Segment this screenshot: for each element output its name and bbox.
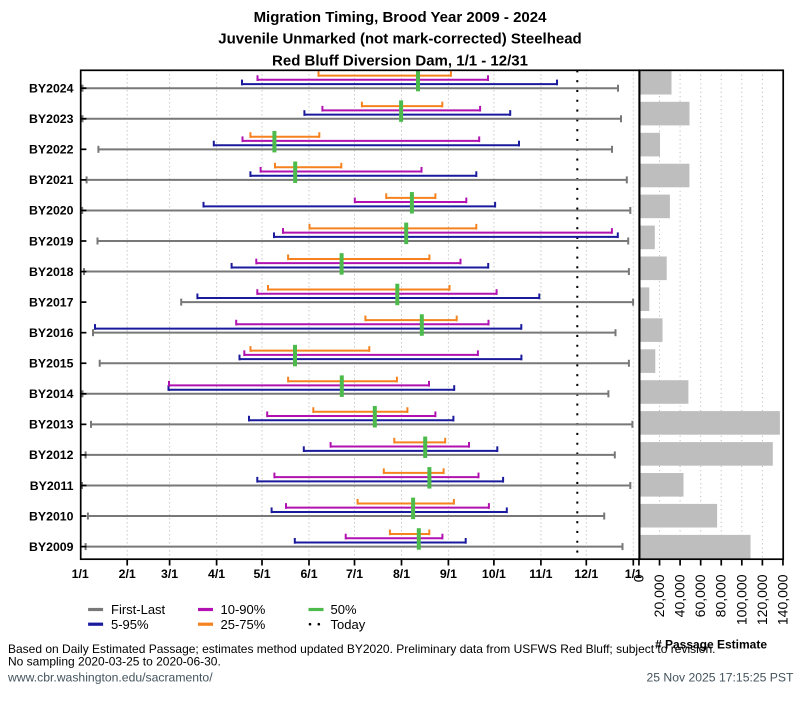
- svg-text:BY2017: BY2017: [29, 295, 74, 309]
- svg-text:Today: Today: [331, 617, 366, 632]
- svg-text:www.cbr.washington.edu/sacrame: www.cbr.washington.edu/sacramento/: [7, 670, 213, 684]
- svg-text:4/1: 4/1: [208, 567, 225, 581]
- svg-text:# Passage Estimate: # Passage Estimate: [655, 638, 767, 652]
- svg-text:3/1: 3/1: [161, 567, 178, 581]
- svg-text:BY2019: BY2019: [29, 234, 74, 248]
- svg-text:BY2016: BY2016: [29, 326, 74, 340]
- svg-text:BY2015: BY2015: [29, 357, 74, 371]
- svg-text:BY2013: BY2013: [29, 418, 74, 432]
- svg-text:0: 0: [630, 574, 646, 582]
- svg-text:2/1: 2/1: [119, 567, 136, 581]
- svg-text:100,000: 100,000: [733, 574, 749, 625]
- svg-text:60,000: 60,000: [692, 574, 708, 617]
- svg-text:BY2020: BY2020: [29, 204, 74, 218]
- svg-text:8/1: 8/1: [393, 567, 410, 581]
- svg-text:BY2021: BY2021: [29, 173, 74, 187]
- svg-text:40,000: 40,000: [672, 574, 688, 617]
- svg-text:80,000: 80,000: [713, 574, 729, 617]
- svg-text:5/1: 5/1: [253, 567, 270, 581]
- svg-text:140,000: 140,000: [774, 574, 790, 625]
- svg-text:9/1: 9/1: [440, 567, 457, 581]
- svg-text:10/1: 10/1: [482, 567, 506, 581]
- svg-text:BY2023: BY2023: [29, 112, 74, 126]
- svg-text:10-90%: 10-90%: [221, 602, 266, 617]
- svg-text:BY2010: BY2010: [29, 509, 74, 523]
- svg-text:Migration Timing, Brood Year 2: Migration Timing, Brood Year 2009 - 2024: [254, 9, 548, 26]
- svg-text:BY2012: BY2012: [29, 448, 74, 462]
- svg-text:BY2022: BY2022: [29, 143, 74, 157]
- svg-text:5-95%: 5-95%: [111, 617, 149, 632]
- svg-text:Red Bluff Diversion Dam, 1/1 -: Red Bluff Diversion Dam, 1/1 - 12/31: [272, 52, 528, 69]
- svg-text:1/1: 1/1: [72, 567, 89, 581]
- svg-text:50%: 50%: [331, 602, 357, 617]
- svg-text:12/1: 12/1: [574, 567, 598, 581]
- svg-text:BY2018: BY2018: [29, 265, 74, 279]
- svg-text:25 Nov 2025 17:15:25 PST: 25 Nov 2025 17:15:25 PST: [646, 670, 794, 684]
- svg-text:No sampling 2020-03-25 to 2020: No sampling 2020-03-25 to 2020-06-30.: [8, 654, 221, 668]
- svg-text:7/1: 7/1: [346, 567, 363, 581]
- svg-text:Based on Daily Estimated Passa: Based on Daily Estimated Passage; estima…: [8, 642, 715, 656]
- svg-text:120,000: 120,000: [754, 574, 770, 625]
- svg-text:BY2014: BY2014: [29, 387, 74, 401]
- svg-text:First-Last: First-Last: [111, 602, 166, 617]
- svg-text:20,000: 20,000: [651, 574, 667, 617]
- svg-text:BY2011: BY2011: [30, 479, 74, 493]
- svg-text:BY2009: BY2009: [29, 540, 74, 554]
- svg-text:BY2024: BY2024: [29, 82, 74, 96]
- svg-text:Juvenile Unmarked (not mark-co: Juvenile Unmarked (not mark-corrected) S…: [218, 31, 581, 48]
- svg-text:25-75%: 25-75%: [221, 617, 266, 632]
- svg-text:11/1: 11/1: [529, 567, 552, 581]
- svg-text:1/1: 1/1: [625, 567, 642, 581]
- svg-text:6/1: 6/1: [300, 567, 317, 581]
